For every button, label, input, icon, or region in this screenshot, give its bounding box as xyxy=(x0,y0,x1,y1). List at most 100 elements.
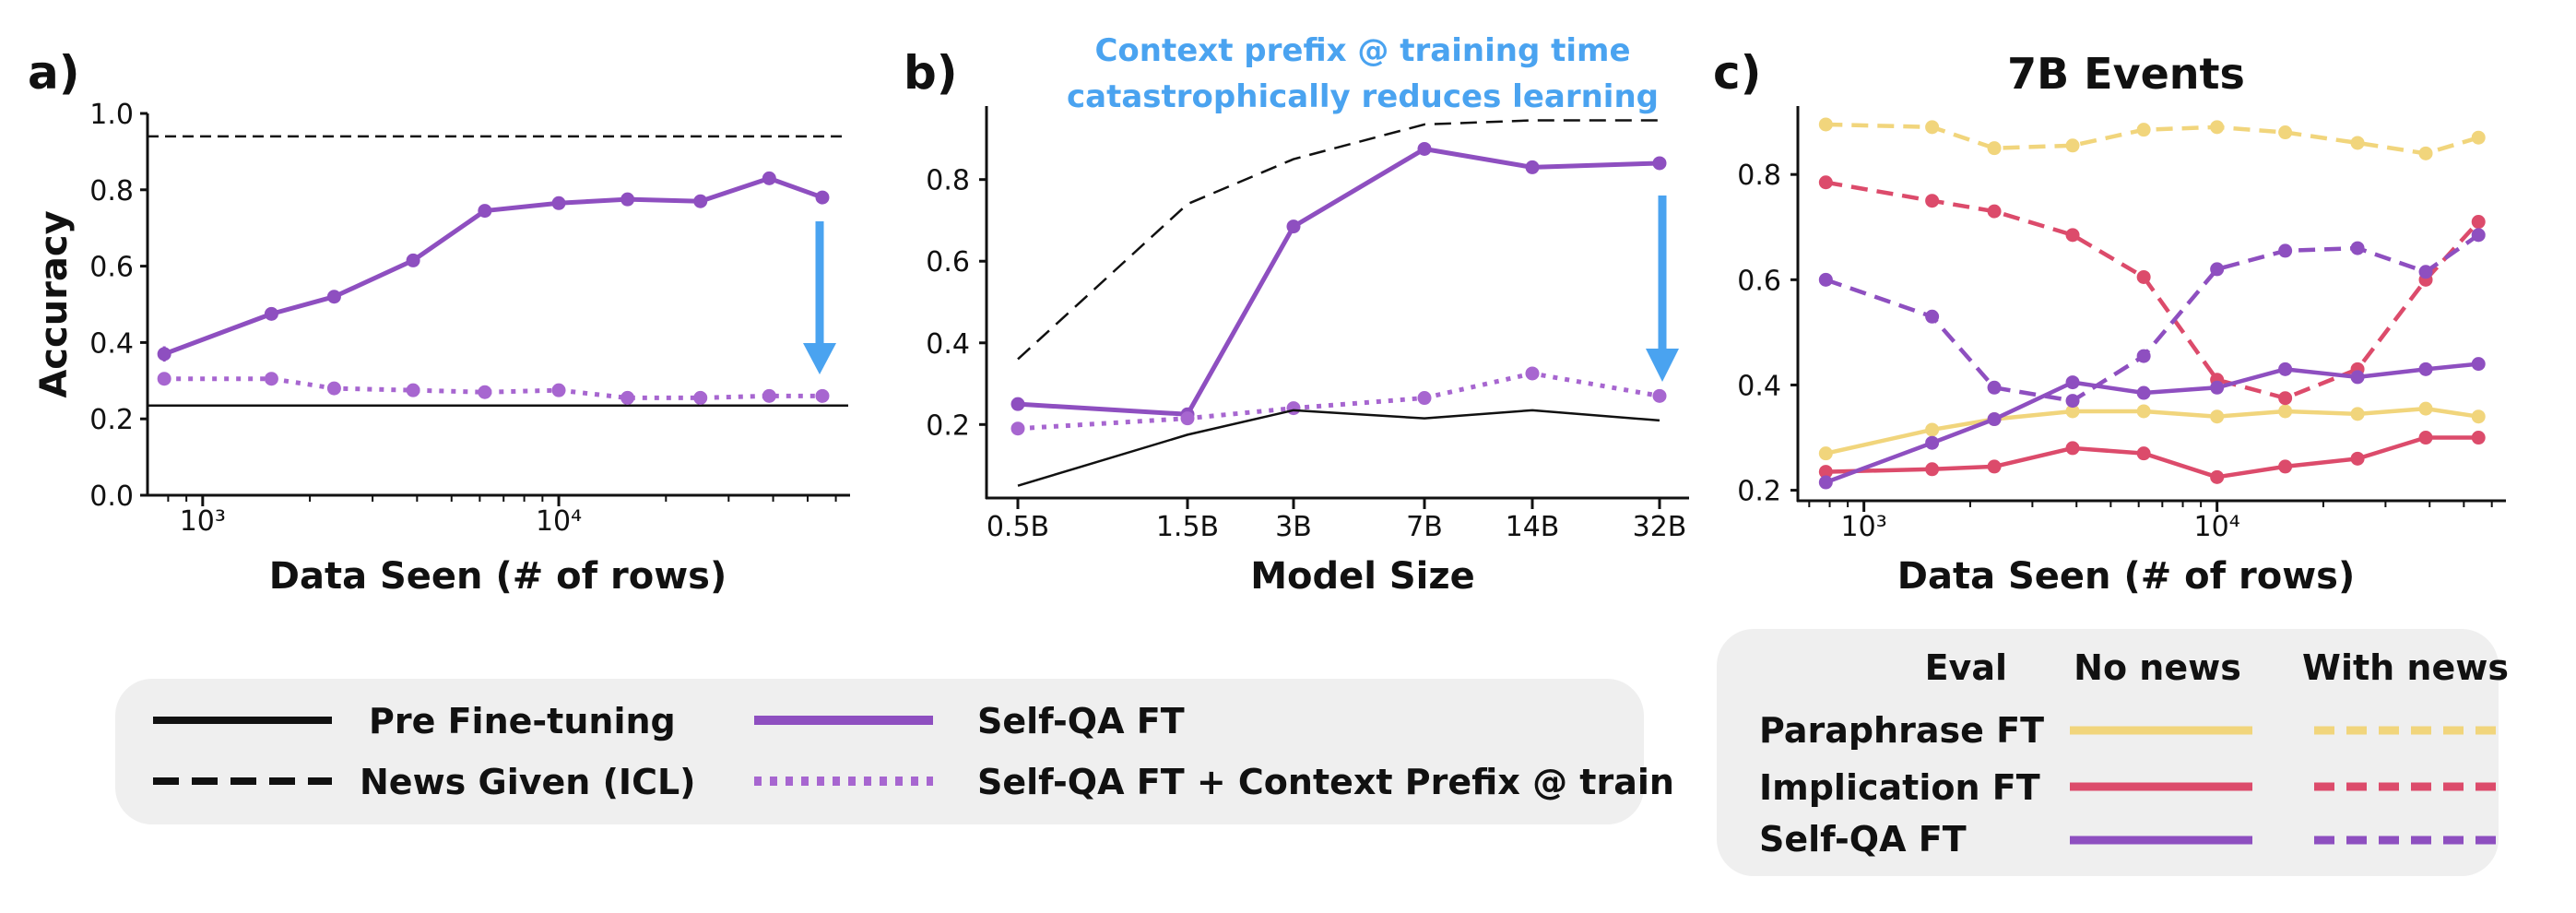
panel-a-series-1-point xyxy=(551,383,566,397)
panel-a-series-1-point xyxy=(762,388,776,403)
panel-a-series-0-point xyxy=(620,192,635,207)
panel-b-series-0-point xyxy=(1010,397,1025,411)
panel-c-series-0-point xyxy=(2471,409,2486,424)
panel-c-series-5-point xyxy=(1925,309,1940,324)
panel-a-series-1-point xyxy=(406,383,420,397)
panel-b-xtick-label: 0.5B xyxy=(987,511,1049,543)
panel-b-series-0-point xyxy=(1525,160,1540,174)
panel-c-series-2-line xyxy=(1826,435,2479,480)
panel-c-series-1-point xyxy=(2471,130,2486,145)
panel-c-series-1-point xyxy=(2210,120,2225,135)
panel-c-series-5-point xyxy=(2210,262,2225,277)
panel-c-series-0-point xyxy=(2278,404,2293,419)
panel-a-series-1-point xyxy=(264,372,278,386)
panel-b-xtick-label: 1.5B xyxy=(1156,511,1219,543)
panel-c-series-2-point xyxy=(1818,465,1833,480)
panel-a-y-label: Accuracy xyxy=(33,210,76,397)
panel-c-series-5-point xyxy=(2136,349,2151,363)
panel-c-series-5-point xyxy=(1987,380,2002,395)
panel-b-y-ticks: 0.2 0.4 0.6 0.8 xyxy=(926,165,987,442)
panel-a-ytick-label: 0.2 xyxy=(89,404,134,436)
panel-a-series-1-point xyxy=(478,385,492,399)
panel-b-series-1-point xyxy=(1286,401,1301,416)
panel-c-series-1-point xyxy=(2278,125,2293,140)
panel-c-series-0-point xyxy=(1818,446,1833,461)
panel-c-series-1-line xyxy=(1826,122,2479,156)
panel-c-series-2-point xyxy=(2065,441,2080,456)
panel-c-series-4-point xyxy=(1925,435,1940,450)
panel-b-annotation-line1: Context prefix @ training time xyxy=(1094,32,1630,69)
panel-c-series-0-point xyxy=(2065,404,2080,419)
panel-b-series-1-point xyxy=(1417,391,1432,406)
panel-c-series-2-point xyxy=(1925,462,1940,477)
panel-c-series-1-point xyxy=(2065,138,2080,153)
panel-c-series-1-point xyxy=(2136,123,2151,137)
panel-b-series-1-point xyxy=(1010,421,1025,436)
panel-c-series-0-point xyxy=(2350,407,2365,421)
panel-c-series-2-point xyxy=(2350,451,2365,466)
panel-b-ytick-label: 0.8 xyxy=(926,165,970,197)
panel-a-series-1-point xyxy=(815,388,830,403)
panel-c-series-2-point xyxy=(2136,446,2151,461)
panel-a-plot xyxy=(148,135,848,407)
panel-c-series-5-point xyxy=(2278,243,2293,258)
panel-c-xtick-label: 10³ xyxy=(1841,511,1887,543)
panel-c-series-0-point xyxy=(2136,404,2151,419)
panel-c-series-3-line xyxy=(1825,180,2480,400)
panel-a-series-0-line xyxy=(163,175,823,357)
panel-b-x-ticks: 0.5B 1.5B 3B 7B 14B 32B xyxy=(987,498,1687,543)
legend-c: Eval No news With news Paraphrase FT Imp… xyxy=(1717,629,2509,876)
panel-c-series-1-point xyxy=(1925,120,1940,135)
panel-c-series-4-point xyxy=(2471,357,2486,372)
panel-b-series-0-line xyxy=(1017,146,1660,417)
panel-c-series-3-point xyxy=(1925,194,1940,208)
panel-a-series-0-point xyxy=(157,347,171,362)
panel-a-xtick-label: 10⁴ xyxy=(536,505,582,538)
panel-b-series-0-point xyxy=(1417,141,1432,156)
panel-a: a) 0.0 0.2 0.4 0.6 0.8 1.0 10³ 10⁴ Data Seen (… xyxy=(28,46,850,598)
panel-b-xtick-label: 32B xyxy=(1633,511,1687,543)
legend-c-no-news-header: No news xyxy=(2074,647,2241,688)
panel-c-series-4-point xyxy=(1818,475,1833,490)
panel-a-x-ticks: 10³ 10⁴ xyxy=(167,495,837,538)
legend-c-row-selfqa: Self-QA FT xyxy=(1759,819,1967,860)
panel-b-ytick-label: 0.4 xyxy=(926,328,970,361)
panel-b-ytick-label: 0.6 xyxy=(926,246,970,279)
panel-c-series-2-point xyxy=(1987,459,2002,474)
panel-a-series-1-point xyxy=(157,372,171,386)
panel-c-series-4-point xyxy=(2418,362,2433,376)
panel-b-ytick-label: 0.2 xyxy=(926,409,970,442)
panel-c-series-5-point xyxy=(2065,394,2080,409)
panel-a-y-ticks: 0.0 0.2 0.4 0.6 0.8 1.0 xyxy=(89,99,148,513)
panel-b-plot xyxy=(1010,119,1667,487)
panel-a-series-0-point xyxy=(815,190,830,205)
panel-c-x-ticks: 10³ 10⁴ xyxy=(1808,501,2493,543)
panel-a-series-0-point xyxy=(693,194,708,208)
panel-b-series-1-point xyxy=(1652,388,1667,403)
panel-a-series-1-point xyxy=(693,390,708,405)
panel-a-series-0-point xyxy=(551,196,566,210)
panel-c-plot xyxy=(1818,117,2486,490)
panel-c-series-0-point xyxy=(2418,401,2433,416)
panel-c-series-3-point xyxy=(2065,228,2080,243)
legend-pre-label: Pre Fine-tuning xyxy=(369,701,676,741)
panel-b: b) Context prefix @ training time catast… xyxy=(904,32,1689,598)
panel-c-series-3-point xyxy=(2136,269,2151,284)
panel-a-series-1-line xyxy=(164,376,822,400)
legend-c-eval-header: Eval xyxy=(1925,647,2007,688)
panel-b-arrow-icon xyxy=(1646,349,1679,382)
panel-c-series-5-line xyxy=(1825,232,2480,403)
panel-c: c) 7B Events 0.2 0.4 0.6 0.8 10³ 10⁴ Data Se… xyxy=(1713,46,2506,598)
panel-c-series-5-point xyxy=(2418,265,2433,279)
panel-c-letter: c) xyxy=(1713,46,1762,100)
panel-a-xtick-label: 10³ xyxy=(180,505,226,538)
panel-c-ytick-label: 0.2 xyxy=(1737,476,1781,508)
panel-c-series-4-point xyxy=(2065,375,2080,390)
panel-c-series-0-line xyxy=(1825,406,2479,456)
panel-b-series-2-line xyxy=(1017,119,1660,361)
panel-c-xtick-label: 10⁴ xyxy=(2194,511,2240,543)
panel-c-series-1-point xyxy=(1818,117,1833,132)
panel-a-series-0-point xyxy=(478,204,492,219)
panel-a-ytick-label: 0.8 xyxy=(89,175,134,208)
